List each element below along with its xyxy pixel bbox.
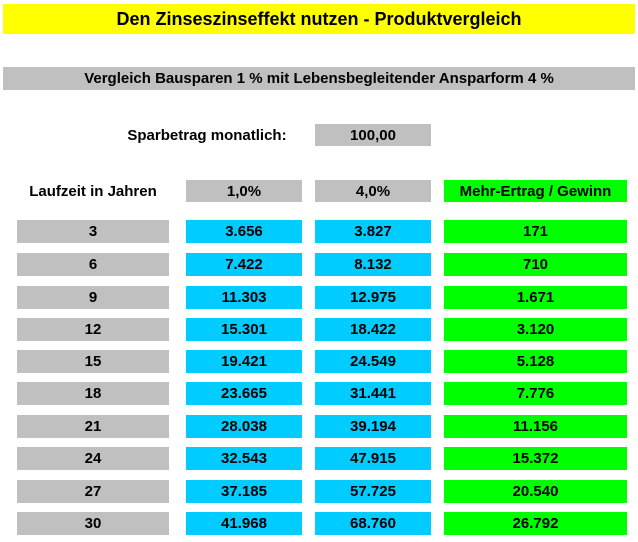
row-value-rate-1: 23.665: [186, 382, 302, 405]
row-value-rate-1: 37.185: [186, 480, 302, 503]
row-value-rate-4: 8.132: [315, 253, 431, 276]
row-laufzeit: 12: [17, 318, 169, 341]
page-title: Den Zinseszinseffekt nutzen - Produktver…: [3, 4, 635, 34]
row-laufzeit: 6: [17, 253, 169, 276]
header-mehr-ertrag: Mehr-Ertrag / Gewinn: [444, 180, 627, 202]
row-mehr-ertrag: 710: [444, 253, 627, 276]
row-value-rate-1: 32.543: [186, 447, 302, 470]
row-value-rate-1: 41.968: [186, 512, 302, 535]
row-laufzeit: 30: [17, 512, 169, 535]
row-mehr-ertrag: 7.776: [444, 382, 627, 405]
row-mehr-ertrag: 171: [444, 220, 627, 243]
row-laufzeit: 18: [17, 382, 169, 405]
row-value-rate-4: 31.441: [315, 382, 431, 405]
row-value-rate-1: 28.038: [186, 415, 302, 438]
row-laufzeit: 24: [17, 447, 169, 470]
row-mehr-ertrag: 26.792: [444, 512, 627, 535]
row-value-rate-4: 39.194: [315, 415, 431, 438]
row-value-rate-4: 3.827: [315, 220, 431, 243]
sparbetrag-value[interactable]: 100,00: [315, 124, 431, 146]
row-mehr-ertrag: 15.372: [444, 447, 627, 470]
row-laufzeit: 15: [17, 350, 169, 373]
page-subtitle: Vergleich Bausparen 1 % mit Lebensbeglei…: [3, 67, 635, 90]
row-value-rate-4: 57.725: [315, 480, 431, 503]
row-value-rate-4: 47.915: [315, 447, 431, 470]
row-value-rate-1: 11.303: [186, 286, 302, 309]
row-value-rate-4: 18.422: [315, 318, 431, 341]
row-laufzeit: 3: [17, 220, 169, 243]
header-rate-1: 1,0%: [186, 180, 302, 202]
sparbetrag-label: Sparbetrag monatlich:: [127, 126, 287, 144]
row-value-rate-4: 68.760: [315, 512, 431, 535]
row-value-rate-1: 3.656: [186, 220, 302, 243]
row-mehr-ertrag: 20.540: [444, 480, 627, 503]
row-value-rate-4: 24.549: [315, 350, 431, 373]
row-mehr-ertrag: 1.671: [444, 286, 627, 309]
row-mehr-ertrag: 11.156: [444, 415, 627, 438]
header-laufzeit: Laufzeit in Jahren: [29, 182, 157, 200]
row-laufzeit: 27: [17, 480, 169, 503]
row-value-rate-4: 12.975: [315, 286, 431, 309]
row-laufzeit: 9: [17, 286, 169, 309]
row-value-rate-1: 7.422: [186, 253, 302, 276]
row-mehr-ertrag: 5.128: [444, 350, 627, 373]
row-laufzeit: 21: [17, 415, 169, 438]
header-rate-4: 4,0%: [315, 180, 431, 202]
row-mehr-ertrag: 3.120: [444, 318, 627, 341]
row-value-rate-1: 15.301: [186, 318, 302, 341]
row-value-rate-1: 19.421: [186, 350, 302, 373]
